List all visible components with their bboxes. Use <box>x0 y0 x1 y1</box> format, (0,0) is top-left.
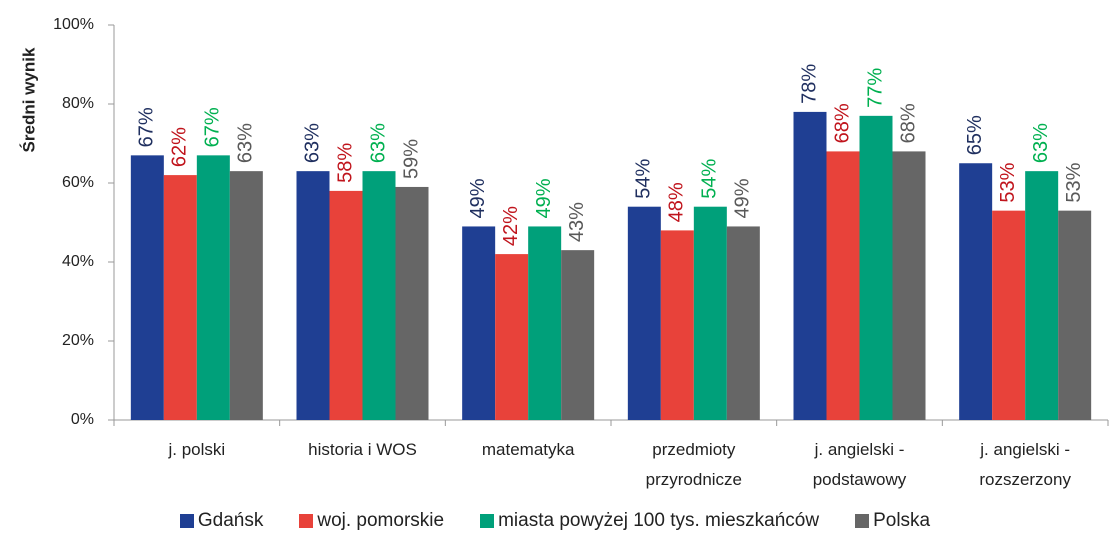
legend-swatch <box>179 514 194 528</box>
bar <box>992 210 1026 420</box>
bar <box>561 250 595 420</box>
legend-item: Gdańsk <box>179 510 264 532</box>
value-label: 63% <box>235 123 257 163</box>
bar <box>296 171 330 420</box>
bar <box>793 111 827 421</box>
y-tick-label: 40% <box>62 253 94 270</box>
value-label: 53% <box>1063 162 1085 202</box>
x-tick-label: historia i WOS <box>308 440 417 459</box>
value-label: 65% <box>964 115 986 155</box>
legend-item: miasta powyżej 100 tys. mieszkańców <box>480 510 819 532</box>
bar <box>826 151 860 420</box>
value-label: 67% <box>136 107 158 147</box>
bar <box>462 226 496 420</box>
legend-swatch <box>855 514 870 528</box>
value-label: 54% <box>699 158 721 198</box>
y-tick-label: 0% <box>71 411 94 428</box>
legend: Gdańsk woj. pomorskie miasta powyżej 100 t… <box>0 510 1110 532</box>
bar <box>693 206 727 420</box>
y-tick-label: 100% <box>53 16 94 33</box>
bar <box>395 186 429 420</box>
bar <box>627 206 661 420</box>
x-tick-label: j. angielski - rozszerzony <box>979 440 1071 489</box>
bar <box>130 155 164 420</box>
y-axis-title: Średni wynik <box>19 47 38 152</box>
bar <box>660 230 694 420</box>
bar <box>362 171 396 420</box>
bar <box>726 226 760 420</box>
y-tick-label: 20% <box>62 332 94 349</box>
value-label: 58% <box>334 143 356 183</box>
bar <box>495 254 529 420</box>
legend-item: woj. pomorskie <box>299 510 444 532</box>
bar <box>329 190 363 420</box>
value-label: 49% <box>467 178 489 218</box>
legend-label: Polska <box>873 510 931 531</box>
value-label: 53% <box>997 162 1019 202</box>
bar <box>196 155 230 420</box>
value-label: 78% <box>798 64 820 104</box>
y-tick-label: 60% <box>62 174 94 191</box>
legend-label: woj. pomorskie <box>317 510 445 531</box>
bar <box>1025 171 1059 420</box>
value-label: 67% <box>202 107 224 147</box>
value-label: 43% <box>566 202 588 242</box>
y-tick-label: 80% <box>62 95 94 112</box>
legend-label: Gdańsk <box>197 510 264 531</box>
legend-item: Polska <box>855 510 930 532</box>
value-label: 62% <box>169 127 191 167</box>
bar <box>528 226 562 420</box>
x-tick-label: j. angielski - podstawowy <box>812 440 907 489</box>
bar <box>1058 210 1092 420</box>
legend-label: miasta powyżej 100 tys. mieszkańców <box>498 510 820 531</box>
value-label: 68% <box>831 103 853 143</box>
value-label: 63% <box>367 123 389 163</box>
value-label: 54% <box>633 158 655 198</box>
value-label: 63% <box>1030 123 1052 163</box>
bar <box>229 171 263 420</box>
x-tick-label: przedmioty przyrodnicze <box>645 440 743 489</box>
value-label: 59% <box>400 139 422 179</box>
value-label: 48% <box>666 182 688 222</box>
value-label: 63% <box>301 123 323 163</box>
bar <box>163 175 197 420</box>
bar <box>892 151 926 420</box>
value-label: 49% <box>732 178 754 218</box>
x-tick-label: j. polski <box>168 440 226 459</box>
value-label: 77% <box>864 68 886 108</box>
x-tick-label: matematyka <box>481 440 575 459</box>
legend-swatch <box>480 514 495 528</box>
value-label: 68% <box>897 103 919 143</box>
bar <box>859 115 893 420</box>
legend-swatch <box>299 514 314 528</box>
value-label: 42% <box>500 206 522 246</box>
bar <box>959 163 993 420</box>
value-label: 49% <box>533 178 555 218</box>
